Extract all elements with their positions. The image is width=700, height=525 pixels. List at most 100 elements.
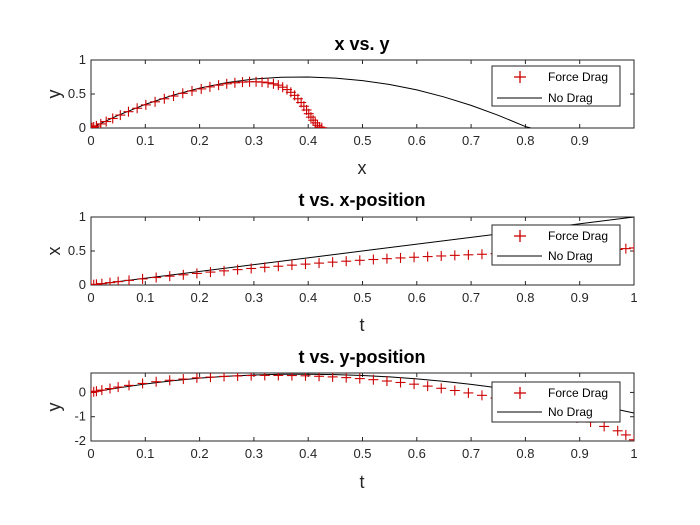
legend-label-no-drag: No Drag: [548, 405, 593, 419]
data-point-force-drag: [463, 387, 474, 398]
data-point-force-drag: [612, 425, 623, 436]
y-tick-label: 0: [79, 120, 86, 135]
x-tick-label: 0: [87, 290, 94, 305]
data-point-force-drag: [219, 373, 230, 382]
legend: Force Drag No Drag: [491, 65, 621, 107]
x-tick-label: 0.2: [191, 133, 209, 148]
x-tick-label: 0.8: [516, 290, 534, 305]
data-point-force-drag: [91, 386, 99, 397]
data-point-force-drag: [186, 85, 197, 96]
data-point-force-drag: [286, 373, 297, 381]
data-point-force-drag: [263, 77, 274, 88]
subplot-x-vs-y: x vs. y 0 0.1 0.2 0.3 0.4 0.5 0.6 0.7 0.8 0.9 0 0.5…: [44, 34, 635, 178]
data-point-force-drag: [314, 121, 325, 128]
legend-label-no-drag: No Drag: [548, 91, 593, 105]
legend: Force Drag No Drag: [491, 381, 621, 423]
legend: Force Drag No Drag: [491, 224, 621, 266]
chart-title: t vs. x-position: [298, 190, 425, 210]
data-point-force-drag: [232, 264, 243, 275]
data-point-force-drag: [151, 272, 162, 283]
data-point-force-drag: [91, 120, 102, 128]
y-tick-label: -1: [74, 409, 86, 424]
data-point-force-drag: [476, 390, 487, 401]
x-tick-label: 0: [87, 446, 94, 461]
data-point-force-drag: [213, 80, 224, 91]
data-point-force-drag: [354, 255, 365, 266]
x-tick-label: 0.3: [245, 446, 263, 461]
x-tick-label: 0.9: [571, 290, 589, 305]
data-point-force-drag: [205, 373, 216, 383]
data-point-force-drag: [463, 249, 474, 260]
data-point-force-drag: [191, 268, 202, 279]
tick-layer: 0 0.1 0.2 0.3 0.4 0.5 0.6 0.7 0.8 0.9 1 0 0.5 1: [68, 209, 638, 305]
data-point-force-drag: [95, 118, 106, 128]
x-tick-label: 0.1: [136, 446, 154, 461]
data-point-force-drag: [316, 122, 327, 128]
data-point-force-drag: [205, 267, 216, 278]
data-layer: [91, 76, 531, 128]
data-point-force-drag: [259, 373, 270, 381]
legend-label-no-drag: No Drag: [548, 249, 593, 263]
data-point-force-drag: [300, 373, 311, 381]
x-axis-label: x: [358, 158, 367, 178]
subplot-t-vs-x-position: t vs. x-position 0 0.1 0.2 0.3 0.4 0.5 0.6 0.7 0…: [44, 190, 638, 335]
data-point-force-drag: [620, 429, 631, 440]
data-point-force-drag: [246, 263, 257, 274]
data-point-force-drag: [96, 278, 107, 285]
data-point-force-drag: [246, 373, 257, 381]
data-point-force-drag: [300, 259, 311, 270]
y-axis-label: y: [44, 90, 64, 99]
y-tick-label: -2: [74, 433, 86, 448]
data-point-force-drag: [449, 385, 460, 396]
data-point-force-drag: [449, 250, 460, 261]
data-point-force-drag: [140, 99, 151, 110]
x-tick-label: 0.2: [191, 446, 209, 461]
x-tick-label: 0.3: [245, 290, 263, 305]
data-point-force-drag: [409, 252, 420, 263]
legend-marker-force-drag: [514, 387, 526, 399]
y-tick-label: 1: [79, 52, 86, 67]
y-axis-label: x: [44, 247, 64, 256]
x-tick-label: 0.2: [191, 290, 209, 305]
x-tick-label: 0.1: [136, 133, 154, 148]
data-point-force-drag: [257, 77, 268, 88]
x-tick-label: 0.8: [516, 446, 534, 461]
data-point-force-drag: [123, 106, 134, 117]
data-point-force-drag: [327, 257, 338, 268]
data-point-force-drag: [341, 256, 352, 267]
legend-label-force-drag: Force Drag: [548, 70, 608, 84]
data-layer: [91, 373, 634, 441]
y-tick-label: 0.5: [68, 86, 86, 101]
data-point-force-drag: [409, 379, 420, 390]
x-tick-label: 0.9: [571, 446, 589, 461]
data-point-force-drag: [196, 83, 207, 94]
data-point-force-drag: [191, 373, 202, 383]
data-point-force-drag: [164, 271, 175, 282]
x-tick-label: 0.1: [136, 290, 154, 305]
data-point-force-drag: [124, 275, 135, 285]
data-point-force-drag: [395, 377, 406, 388]
legend-marker-force-drag: [514, 230, 526, 242]
data-point-force-drag: [91, 121, 99, 128]
data-point-force-drag: [204, 81, 215, 92]
data-point-force-drag: [137, 378, 148, 389]
legend-box: [491, 65, 621, 107]
y-tick-label: 0: [79, 384, 86, 399]
data-point-force-drag: [221, 78, 232, 89]
data-point-force-drag: [268, 78, 279, 89]
x-tick-label: 0.5: [353, 133, 371, 148]
data-point-force-drag: [259, 262, 270, 273]
data-point-force-drag: [273, 373, 284, 381]
tick-layer: 0 0.1 0.2 0.3 0.4 0.5 0.6 0.7 0.8 0.9 0 0.5 1: [68, 52, 634, 148]
subplot-t-vs-y-position: t vs. y-position 0 0.1 0.2 0.3 0.4 0.5 0.6 0.7 0…: [44, 347, 638, 492]
data-point-force-drag: [229, 77, 240, 88]
data-point-force-drag: [273, 80, 284, 91]
x-tick-label: 0.3: [245, 133, 263, 148]
tick-layer: 0 0.1 0.2 0.3 0.4 0.5 0.6 0.7 0.8 0.9 1 -2 -1 0: [74, 373, 638, 461]
data-point-force-drag: [150, 96, 161, 107]
x-tick-label: 0.7: [462, 290, 480, 305]
data-point-force-drag: [178, 269, 189, 280]
data-point-force-drag: [115, 110, 126, 121]
data-point-force-drag: [422, 251, 433, 262]
x-tick-label: 0.6: [408, 290, 426, 305]
